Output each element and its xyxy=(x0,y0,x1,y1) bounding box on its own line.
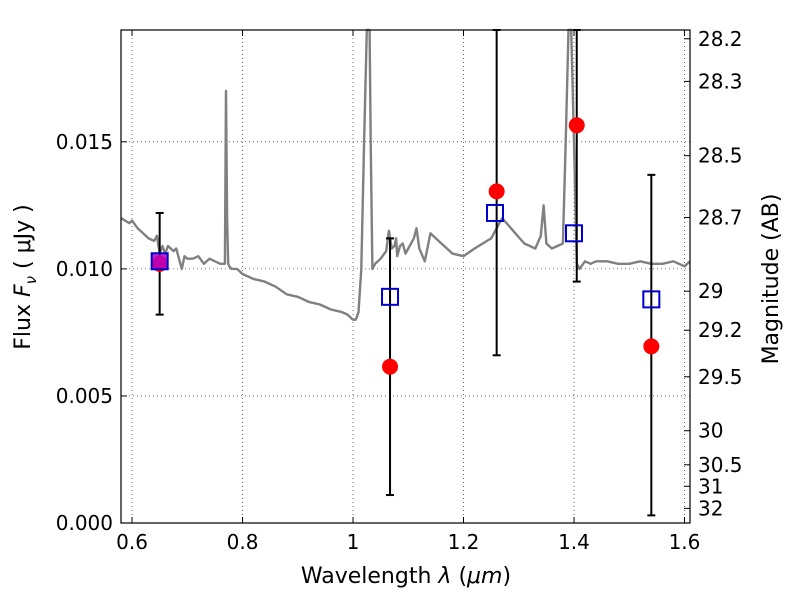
magnitude-tick-label: 28.2 xyxy=(698,27,743,51)
magnitude-tick-label: 29.2 xyxy=(698,318,743,342)
magnitude-tick-label: 30.5 xyxy=(698,453,743,477)
x-axis-label: Wavelength λ (μm) xyxy=(301,564,511,589)
data-points-layer xyxy=(150,29,661,517)
observed-point xyxy=(568,117,585,134)
model-band-square xyxy=(381,287,400,306)
y-tick-label: 0.000 xyxy=(56,511,113,535)
x-tick-label: 1.2 xyxy=(448,530,480,554)
x-tick-label: 1 xyxy=(347,530,360,554)
y-tick-label: 0.015 xyxy=(56,130,113,154)
model-band-square xyxy=(642,290,661,309)
spectrum-line xyxy=(120,28,691,321)
x-tick-label: 0.6 xyxy=(116,530,148,554)
y-axis-label: Flux Fν ( μJy ) xyxy=(11,204,40,349)
x-tick-label: 0.8 xyxy=(227,530,259,554)
magnitude-tick-label: 29.5 xyxy=(698,365,743,389)
magnitude-tick-label: 28.5 xyxy=(698,144,743,168)
magnitude-tick-label: 29 xyxy=(698,279,723,303)
grid-lines xyxy=(121,30,690,524)
y-tick-label: 0.005 xyxy=(56,384,113,408)
magnitude-axis-label: Magnitude (AB) xyxy=(759,194,784,365)
x-axis-ticks: 0.6 0.8 1 1.2 1.4 1.6 xyxy=(116,30,700,554)
magnitude-tick-label: 31 xyxy=(698,474,723,498)
y-tick-label: 0.010 xyxy=(56,257,113,281)
x-tick-label: 1.4 xyxy=(558,530,590,554)
y-axis-ticks: 0.000 0.005 0.010 0.015 xyxy=(56,130,127,535)
x-tick-label: 1.6 xyxy=(669,530,701,554)
magnitude-tick-label: 28.7 xyxy=(698,205,743,229)
observed-point xyxy=(382,358,399,375)
magnitude-tick-label: 28.3 xyxy=(698,69,743,93)
spectrum-layer xyxy=(120,28,691,321)
magnitude-tick-label: 32 xyxy=(698,496,723,520)
observed-point xyxy=(488,183,505,200)
model-band-square xyxy=(150,252,169,271)
model-band-square xyxy=(485,203,504,222)
observed-point xyxy=(643,338,660,355)
model-band-square xyxy=(564,224,583,243)
plot-frame xyxy=(120,29,691,524)
magnitude-tick-label: 30 xyxy=(698,419,723,443)
